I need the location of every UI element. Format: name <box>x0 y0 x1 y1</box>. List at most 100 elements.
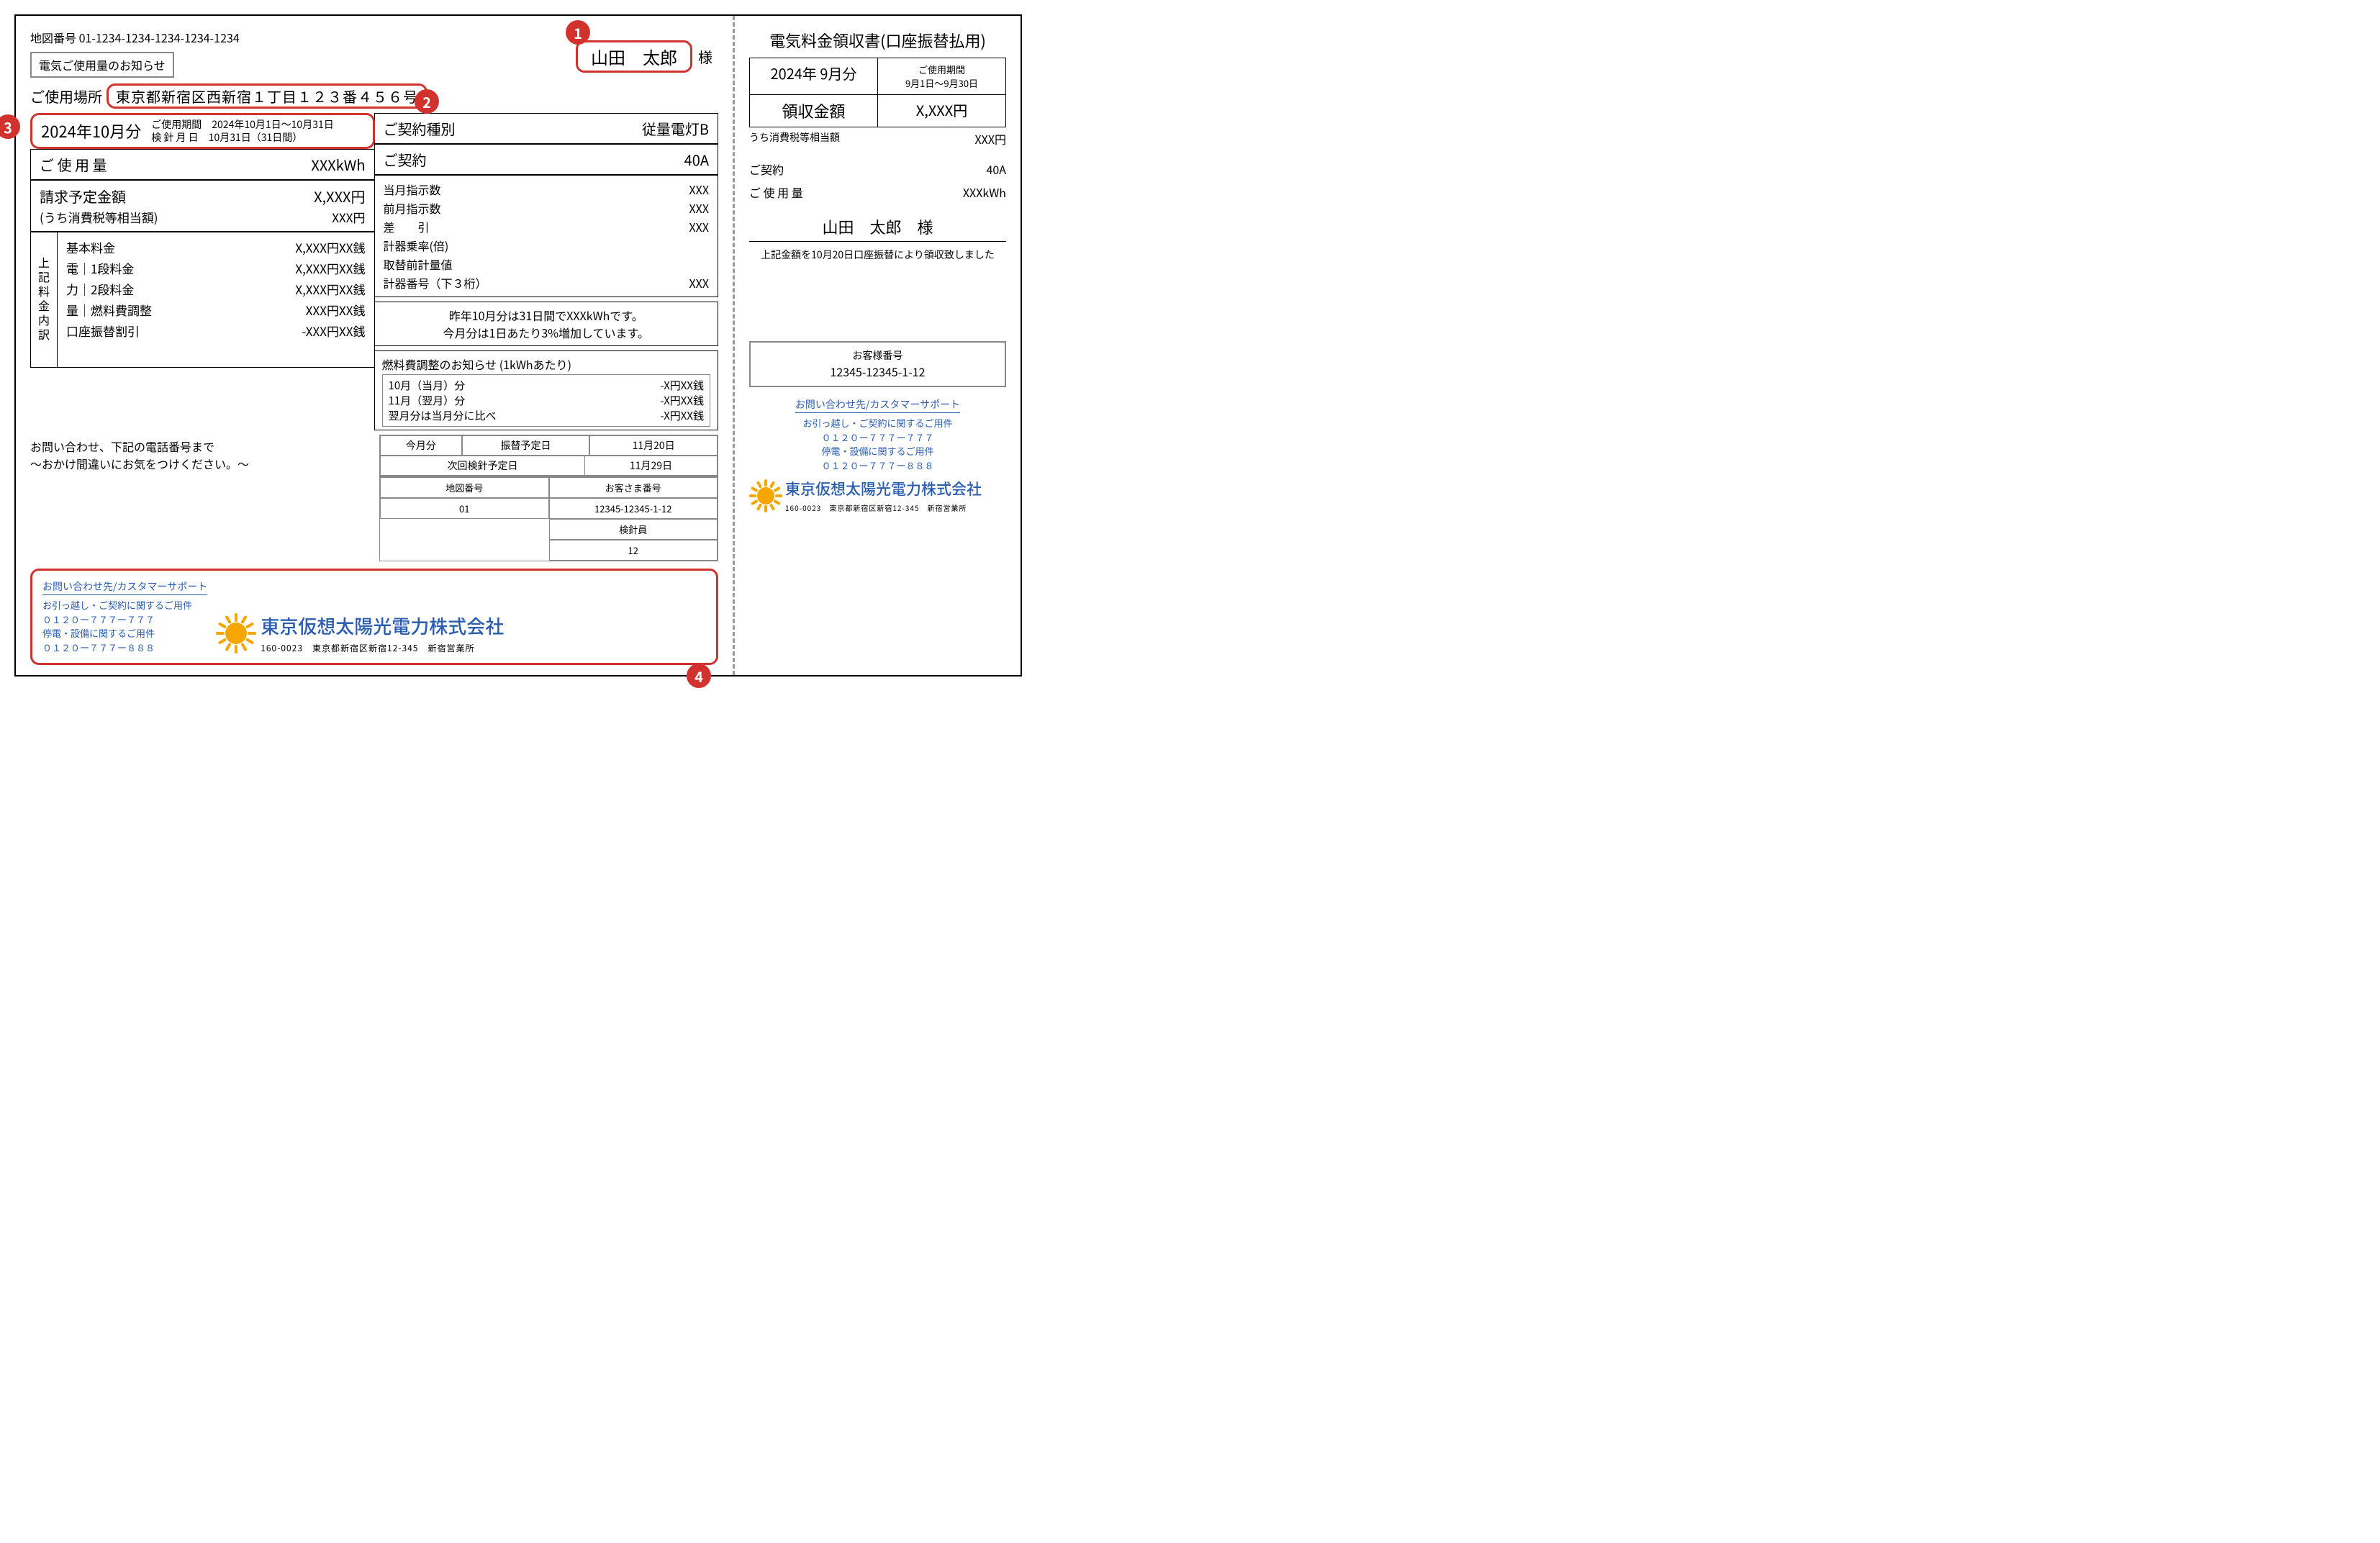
info-v: 01 <box>380 498 549 519</box>
r-support-l2: 停電・設備に関するご用件 <box>749 444 1006 458</box>
inq-l2: ～おかけ間違いにお気をつけください。～ <box>30 455 369 472</box>
r-contract-val: 40A <box>987 160 1007 178</box>
info-row: 検針員 12 <box>380 519 718 561</box>
info-h: 検針員 <box>549 519 718 540</box>
sched-row: 次回検針予定日 11月29日 <box>380 456 718 476</box>
r-contract-line: ご契約 40A <box>749 158 1006 181</box>
compare-l2: 今月分は1日あたり3%増加しています。 <box>384 324 710 341</box>
footer-box: お問い合わせ先/カスタマーサポート お引っ越し・ご契約に関するご用件 ０１２０ー… <box>30 569 718 665</box>
breakdown-row: 電｜1段料金 X,XXX円XX銭 <box>66 258 366 279</box>
r-tax-line: うち消費税等相当額 XXX円 <box>749 127 1006 150</box>
breakdown-row: 口座振替割引-XXX円XX銭 <box>66 320 366 341</box>
custno-label: お客様番号 <box>756 348 999 363</box>
br-v: X,XXX円XX銭 <box>295 280 365 298</box>
support-p2: ０１２０ー７７７ー８８８ <box>42 641 207 655</box>
br-v: XXX円XX銭 <box>306 301 366 319</box>
period-detail: ご使用期間 2024年10月1日～10月31日 検 針 月 日 10月31日（3… <box>151 118 333 144</box>
company-name: 東京仮想太陽光電力株式会社 <box>261 612 504 639</box>
usage-notice-panel: 地図番号 01-1234-1234-1234-1234-1234 電気ご使用量の… <box>16 16 733 675</box>
fuel-row: 翌月分は当月分に比べ-X円XX銭 <box>389 408 705 423</box>
left-col: 3 2024年10月分 ご使用期間 2024年10月1日～10月31日 検 針 … <box>30 113 375 430</box>
meter-row: 当月指示数XXX <box>384 180 710 199</box>
r-period: ご使用期間 9月1日～9月30日 <box>877 58 1005 94</box>
custno-val: 12345-12345-1-12 <box>756 363 999 380</box>
r-company-name: 東京仮想太陽光電力株式会社 <box>785 478 982 499</box>
breakdown-vlabel: 上記料金内訳 <box>31 232 58 367</box>
contract-amp-label: ご契約 <box>384 149 427 170</box>
billing-month: 2024年10月分 <box>41 119 141 142</box>
contract-type-value: 従量電灯B <box>642 118 709 139</box>
contract-type-cell: ご契約種別 従量電灯B <box>374 113 719 144</box>
br-v: X,XXX円XX銭 <box>295 259 365 277</box>
sched-c: 振替予定日 <box>462 435 590 456</box>
br-l: 電｜1段料金 <box>66 259 134 277</box>
meter-row: 前月指示数XXX <box>384 199 710 217</box>
r-support-p1: ０１２０ー７７７ー７７７ <box>749 430 1006 445</box>
schedule-table: 今月分 振替予定日 11月20日 次回検針予定日 11月29日 <box>379 435 718 476</box>
badge-4: 4 <box>687 664 711 688</box>
support-l1: お引っ越し・ご契約に関するご用件 <box>42 598 207 612</box>
right-col: ご契約種別 従量電灯B ご契約 40A 当月指示数XXX 前月指示数XXX 差 … <box>374 113 719 430</box>
info-h: お客さま番号 <box>549 477 718 498</box>
info-row: 01 12345-12345-1-12 <box>380 498 718 519</box>
r-amount-val: X,XXX円 <box>877 95 1005 127</box>
badge-2: 2 <box>415 89 439 114</box>
fr-v: -X円XX銭 <box>660 378 704 393</box>
r-period-label: ご使用期間 <box>884 63 1000 76</box>
meter-row: 計器乗率(倍) <box>384 236 710 255</box>
sched-row: 今月分 振替予定日 11月20日 <box>380 435 718 456</box>
r-usage-label: ご 使 用 量 <box>749 184 803 201</box>
receipt-month-row: 2024年 9月分 ご使用期間 9月1日～9月30日 <box>749 58 1006 95</box>
badge-3: 3 <box>0 114 20 139</box>
sched-c: 11月20日 <box>589 435 718 456</box>
r-note: 上記金額を10月20日口座振替により領収致しました <box>749 248 1006 262</box>
fr-l: 10月（当月）分 <box>389 378 466 393</box>
fuel-row: 10月（当月）分 -X円XX銭 <box>389 378 705 393</box>
period-range: ご使用期間 2024年10月1日～10月31日 <box>151 118 333 131</box>
meter-box: 当月指示数XXX 前月指示数XXX 差 引XXX 計器乗率(倍) 取替前計量値 … <box>374 175 719 297</box>
sched-c: 今月分 <box>380 435 462 456</box>
fuel-row: 11月（翌月）分-X円XX銭 <box>389 393 705 408</box>
r-month: 2024年 9月分 <box>750 58 877 94</box>
r-support-p2: ０１２０ー７７７ー８８８ <box>749 458 1006 473</box>
mr-l: 計器番号（下３桁） <box>384 274 487 291</box>
r-usage-val: XXXkWh <box>963 184 1006 201</box>
fuel-title: 燃料費調整のお知らせ (1kWhあたり) <box>382 354 711 374</box>
tax-value: XXX円 <box>332 208 365 226</box>
company-block: 東京仮想太陽光電力株式会社 160-0023 東京都新宿区新宿12-345 新宿… <box>216 612 504 654</box>
location-row: ご使用場所 東京都新宿区西新宿１丁目１２３番４５６号 2 <box>30 83 718 109</box>
sun-icon <box>216 613 256 653</box>
support-title: お問い合わせ先/カスタマーサポート <box>42 579 207 595</box>
sched-c: 次回検針予定日 <box>380 456 584 476</box>
support-p1: ０１２０ー７７７ー７７７ <box>42 612 207 627</box>
sun-icon <box>749 479 782 512</box>
breakdown-row: 力｜2段料金X,XXX円XX銭 <box>66 279 366 299</box>
tax-label: (うち消費税等相当額) <box>40 208 158 226</box>
receipt-title: 電気料金領収書(口座振替払用) <box>749 29 1006 52</box>
fr-v: -X円XX銭 <box>660 393 704 408</box>
contract-amp-value: 40A <box>684 149 709 170</box>
r-tax-label: うち消費税等相当額 <box>749 130 840 148</box>
meter-date: 検 針 月 日 10月31日（31日間） <box>151 131 333 144</box>
compare-box: 昨年10月分は31日間でXXXkWhです。 今月分は1日あたり3%増加しています… <box>374 302 719 346</box>
info-h: 地図番号 <box>380 477 549 498</box>
br-v: X,XXX円XX銭 <box>295 238 365 256</box>
receipt-amount-row: 領収金額 X,XXX円 <box>749 94 1006 127</box>
location-label: ご使用場所 <box>30 86 102 107</box>
br-l: 口座振替割引 <box>66 322 140 340</box>
bill-value: X,XXX円 <box>314 186 365 207</box>
info-v: 12 <box>549 540 718 561</box>
br-l: 基本料金 <box>66 238 115 256</box>
r-contract-label: ご契約 <box>749 160 784 178</box>
usage-cell: ご 使 用 量 XXXkWh <box>30 149 375 180</box>
breakdown-body: 基本料金 X,XXX円XX銭 電｜1段料金 X,XXX円XX銭 力｜2段料金X,XX… <box>58 232 374 367</box>
r-name: 山田 太郎 様 <box>749 208 1006 242</box>
support-l2: 停電・設備に関するご用件 <box>42 626 207 641</box>
meter-row: 計器番号（下３桁）XXX <box>384 273 710 292</box>
r-support-l1: お引っ越し・ご契約に関するご用件 <box>749 416 1006 430</box>
receipt-panel: 電気料金領収書(口座振替払用) 2024年 9月分 ご使用期間 9月1日～9月3… <box>733 16 1021 675</box>
bill-label: 請求予定金額 <box>40 186 126 207</box>
customer-name: 山田 太郎 <box>576 40 692 73</box>
mr-v: XXX <box>689 199 709 217</box>
r-company-addr: 160-0023 東京都新宿区新宿12-345 新宿営業所 <box>785 502 982 513</box>
